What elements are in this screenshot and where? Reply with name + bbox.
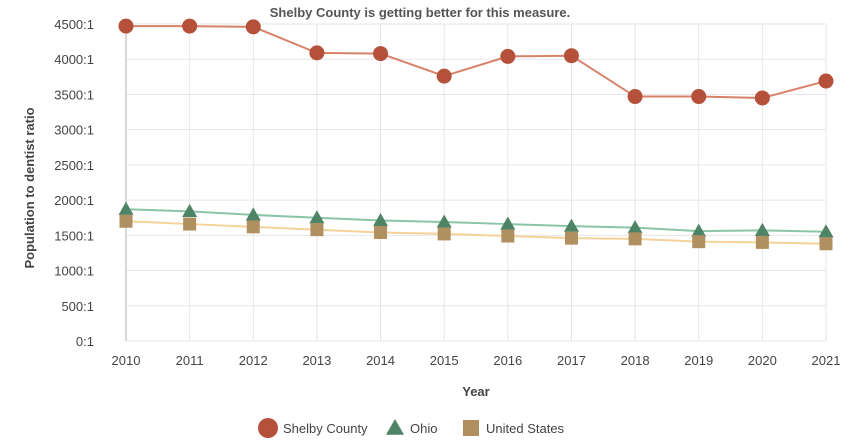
y-tick-label: 4000:1 [54,52,94,67]
series-group [118,18,834,251]
legend-item-united-states[interactable]: United States [463,420,565,436]
data-point-united-states [692,235,706,249]
data-point-united-states [374,226,388,240]
x-tick-labels: 2010 2011 2012 2013 2014 2015 2016 2017 2018 2019… [112,353,841,368]
data-point-united-states [501,229,515,243]
legend-marker-united-states [463,420,479,436]
legend-label-ohio: Ohio [410,421,437,436]
data-point-ohio [627,220,643,234]
data-point-shelby-county [563,48,579,64]
data-point-ohio [309,210,325,224]
x-tick-label: 2015 [430,353,459,368]
y-tick-label: 500:1 [61,299,94,314]
series-line-shelby-county [126,25,827,99]
data-point-united-states [246,220,260,234]
grid [125,23,827,342]
legend-label-shelby-county: Shelby County [283,421,368,436]
legend-item-ohio[interactable]: Ohio [386,419,437,436]
x-tick-label: 2014 [366,353,395,368]
x-tick-label: 2012 [239,353,268,368]
y-tick-label: 1000:1 [54,264,94,279]
data-point-united-states [564,231,578,245]
y-tick-label: 2500:1 [54,158,94,173]
data-point-shelby-county [309,45,325,61]
data-point-shelby-county [691,89,707,105]
data-point-shelby-county [373,46,389,62]
x-tick-label: 2018 [621,353,650,368]
y-tick-label: 1500:1 [54,228,94,243]
series-shelby-county [118,18,834,106]
y-tick-labels: 0:1 500:1 1000:1 1500:1 2000:1 2500:1 3000:1 35… [54,17,94,349]
x-tick-label: 2010 [112,353,141,368]
data-point-ohio [245,207,261,221]
y-axis-label: Population to dentist ratio [22,107,37,268]
data-point-ohio [436,214,452,228]
x-tick-label: 2016 [493,353,522,368]
y-tick-label: 3000:1 [54,123,94,138]
legend-label-united-states: United States [486,421,565,436]
x-tick-label: 2011 [176,353,204,368]
y-tick-label: 3500:1 [54,87,94,102]
data-point-shelby-county [627,89,643,105]
x-tick-label: 2017 [557,353,586,368]
x-tick-label: 2020 [748,353,777,368]
data-point-united-states [310,223,324,237]
legend-marker-ohio [386,419,404,435]
series-line-united-states [125,220,827,245]
legend-item-shelby-county[interactable]: Shelby County [258,418,368,438]
y-tick-label: 4500:1 [54,17,94,32]
x-tick-label: 2013 [302,353,331,368]
data-point-ohio [691,223,707,237]
data-point-united-states [119,214,133,228]
data-point-shelby-county [182,18,198,34]
data-point-shelby-county [118,18,134,34]
data-point-ohio [182,203,198,218]
data-point-ohio [818,224,834,238]
data-point-united-states [819,237,833,251]
x-tick-label: 2019 [684,353,713,368]
chart-title: Shelby County is getting better for this… [270,5,571,20]
data-point-united-states [628,232,642,246]
legend-marker-shelby-county [258,418,278,438]
data-point-ohio [563,218,579,232]
data-point-shelby-county [245,19,261,35]
data-point-shelby-county [754,90,770,106]
data-point-united-states [183,217,197,231]
data-point-united-states [437,227,451,241]
legend[interactable]: Shelby County Ohio United States [258,418,565,438]
series-line-ohio [125,208,827,233]
series-united-states [119,214,833,251]
x-tick-label: 2021 [812,353,841,368]
data-point-shelby-county [500,48,516,64]
data-point-ohio [754,222,770,237]
data-point-shelby-county [436,68,452,84]
data-point-ohio [500,216,516,230]
data-point-ohio [118,201,134,215]
x-axis-label: Year [462,384,489,399]
data-point-shelby-county [818,73,834,89]
y-tick-label: 0:1 [76,334,94,349]
data-point-united-states [755,235,769,249]
data-point-ohio [373,213,389,227]
series-ohio [118,201,834,238]
y-tick-label: 2000:1 [54,193,94,208]
